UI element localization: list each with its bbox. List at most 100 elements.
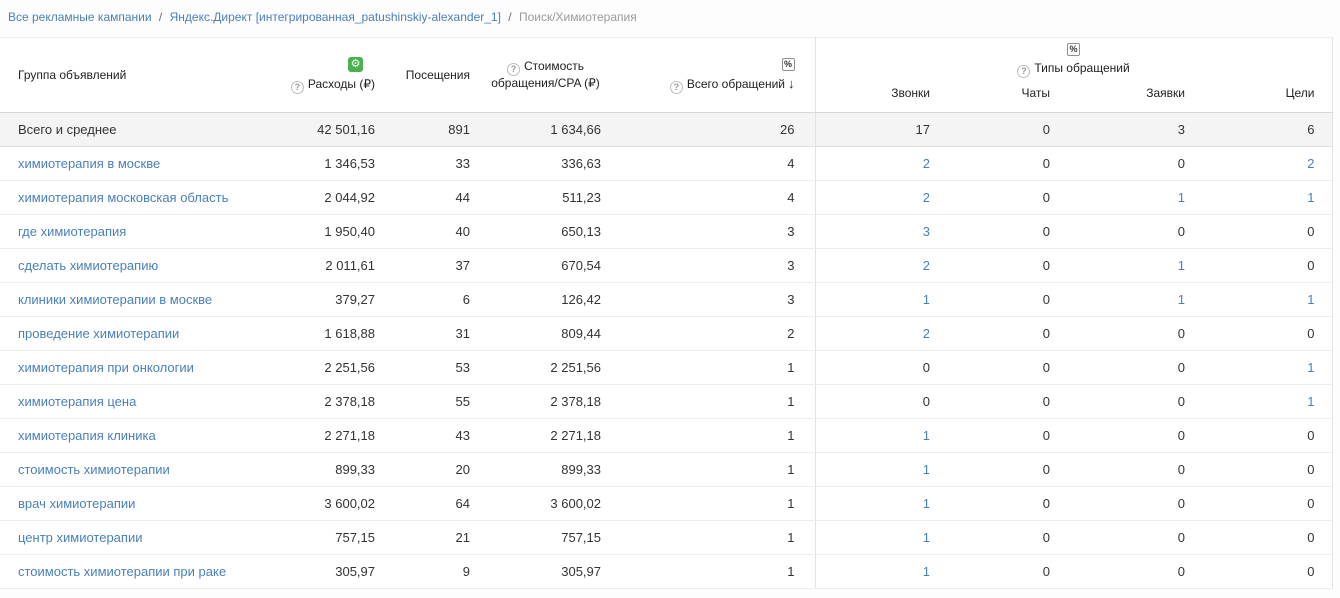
expenses-cell: 305,97 [285, 554, 385, 589]
table-row: стоимость химиотерапии 899,33 20 899,33 … [0, 452, 1333, 487]
cpa-cell: 305,97 [480, 554, 611, 589]
forms-cell[interactable]: 1 [1060, 180, 1195, 215]
chats-cell: 0 [940, 350, 1060, 385]
badge-row: % [611, 56, 795, 71]
calls-cell: 0 [815, 384, 940, 419]
total-goals-cell: 6 [1195, 112, 1333, 147]
column-header-forms[interactable]: Заявки [1060, 81, 1195, 113]
sort-desc-icon[interactable]: ↓ [788, 76, 795, 91]
forms-cell[interactable]: 1 [1060, 248, 1195, 283]
goals-cell: 0 [1195, 486, 1333, 521]
goals-cell[interactable]: 2 [1195, 146, 1333, 181]
column-header-goals[interactable]: Цели [1195, 81, 1333, 113]
column-header-calls[interactable]: Звонки [815, 81, 940, 113]
column-header-total-leads-label: Всего обращений [686, 77, 785, 91]
percent-badge-icon[interactable]: % [781, 58, 795, 71]
breadcrumb: Все рекламные кампании / Яндекс.Директ [… [0, 0, 1340, 37]
ad-group-link[interactable]: химиотерапия клиника [0, 418, 285, 453]
calls-cell[interactable]: 1 [815, 486, 940, 521]
goals-cell[interactable]: 1 [1195, 180, 1333, 215]
total-leads-cell: 1 [611, 418, 816, 453]
ad-group-link[interactable]: химиотерапия цена [0, 384, 285, 419]
goals-cell[interactable]: 1 [1195, 350, 1333, 385]
breadcrumb-separator: / [508, 10, 512, 24]
calls-cell[interactable]: 1 [815, 554, 940, 589]
ad-group-link[interactable]: клиники химиотерапии в москве [0, 282, 285, 317]
column-header-expenses[interactable]: ⚙ ? Расходы (₽) [285, 37, 385, 113]
visits-cell: 20 [385, 452, 480, 487]
ad-group-link[interactable]: стоимость химиотерапии [0, 452, 285, 487]
chats-cell: 0 [940, 316, 1060, 351]
column-header-ad-group[interactable]: Группа объявлений [0, 37, 285, 113]
total-leads-cell: 1 [611, 554, 816, 589]
calls-cell[interactable]: 2 [815, 316, 940, 351]
calls-cell[interactable]: 1 [815, 452, 940, 487]
ad-group-link[interactable]: врач химиотерапии [0, 486, 285, 521]
visits-cell: 21 [385, 520, 480, 555]
chats-cell: 0 [940, 214, 1060, 249]
breadcrumb-yandex-direct[interactable]: Яндекс.Директ [интегрированная_patushins… [169, 10, 501, 24]
ad-group-link[interactable]: химиотерапия московская область [0, 180, 285, 215]
calls-cell[interactable]: 2 [815, 248, 940, 283]
breadcrumb-all-campaigns[interactable]: Все рекламные кампании [8, 10, 152, 24]
cpa-cell: 3 600,02 [480, 486, 611, 521]
chats-cell: 0 [940, 520, 1060, 555]
ad-group-link[interactable]: химиотерапия в москве [0, 146, 285, 181]
calls-cell[interactable]: 1 [815, 520, 940, 555]
table-header: Группа объявлений ⚙ ? Расходы (₽) Посещен… [0, 37, 1333, 113]
ad-group-link[interactable]: где химиотерапия [0, 214, 285, 249]
forms-cell[interactable]: 1 [1060, 282, 1195, 317]
table-row: стоимость химиотерапии при раке 305,97 9… [0, 554, 1333, 589]
column-header-visits[interactable]: Посещения [385, 37, 480, 113]
settings-gear-icon[interactable]: ⚙ [348, 56, 363, 72]
goals-cell: 0 [1195, 316, 1333, 351]
total-leads-cell: 1 [611, 384, 816, 419]
calls-cell[interactable]: 1 [815, 282, 940, 317]
ad-group-link[interactable]: центр химиотерапии [0, 520, 285, 555]
column-header-cpa-label: Стоимость обращения/CPA (₽) [491, 59, 600, 90]
cpa-cell: 126,42 [480, 282, 611, 317]
goals-cell[interactable]: 1 [1195, 282, 1333, 317]
expenses-cell: 899,33 [285, 452, 385, 487]
column-header-visits-label: Посещения [405, 68, 470, 82]
column-header-cpa[interactable]: ? Стоимость обращения/CPA (₽) [480, 37, 611, 113]
help-icon[interactable]: ? [506, 63, 520, 76]
ad-group-link[interactable]: химиотерапия при онкологии [0, 350, 285, 385]
total-calls-cell: 17 [815, 112, 940, 147]
goals-cell[interactable]: 1 [1195, 384, 1333, 419]
calls-cell[interactable]: 3 [815, 214, 940, 249]
help-icon[interactable]: ? [669, 81, 683, 94]
ad-group-link[interactable]: сделать химиотерапию [0, 248, 285, 283]
column-header-ad-group-label: Группа объявлений [18, 68, 127, 82]
visits-cell: 53 [385, 350, 480, 385]
chats-cell: 0 [940, 554, 1060, 589]
expenses-cell: 379,27 [285, 282, 385, 317]
total-leads-cell: 2 [611, 316, 816, 351]
total-row: Всего и среднее 42 501,16 891 1 634,66 2… [0, 112, 1333, 147]
column-header-chats[interactable]: Чаты [940, 81, 1060, 113]
report-table: Группа объявлений ⚙ ? Расходы (₽) Посещен… [0, 37, 1333, 589]
table-row: химиотерапия в москве 1 346,53 33 336,63… [0, 146, 1333, 181]
column-group-lead-types[interactable]: % ? Типы обращений [815, 37, 1333, 82]
visits-cell: 6 [385, 282, 480, 317]
percent-badge-icon[interactable]: % [1067, 43, 1080, 57]
forms-cell: 0 [1060, 316, 1195, 351]
visits-cell: 55 [385, 384, 480, 419]
calls-cell: 0 [815, 350, 940, 385]
ad-group-link[interactable]: стоимость химиотерапии при раке [0, 554, 285, 589]
total-leads-cell: 1 [611, 520, 816, 555]
goals-cell: 0 [1195, 214, 1333, 249]
calls-cell[interactable]: 2 [815, 180, 940, 215]
calls-cell[interactable]: 2 [815, 146, 940, 181]
forms-cell: 0 [1060, 520, 1195, 555]
column-header-total-leads[interactable]: % ? Всего обращений ↓ [611, 37, 816, 113]
ad-group-link[interactable]: проведение химиотерапии [0, 316, 285, 351]
forms-cell: 0 [1060, 554, 1195, 589]
help-icon[interactable]: ? [1017, 65, 1031, 79]
expenses-cell: 757,15 [285, 520, 385, 555]
expenses-cell: 2 251,56 [285, 350, 385, 385]
table-row: где химиотерапия 1 950,40 40 650,13 3 3 … [0, 214, 1333, 249]
calls-cell[interactable]: 1 [815, 418, 940, 453]
help-icon[interactable]: ? [290, 80, 304, 94]
